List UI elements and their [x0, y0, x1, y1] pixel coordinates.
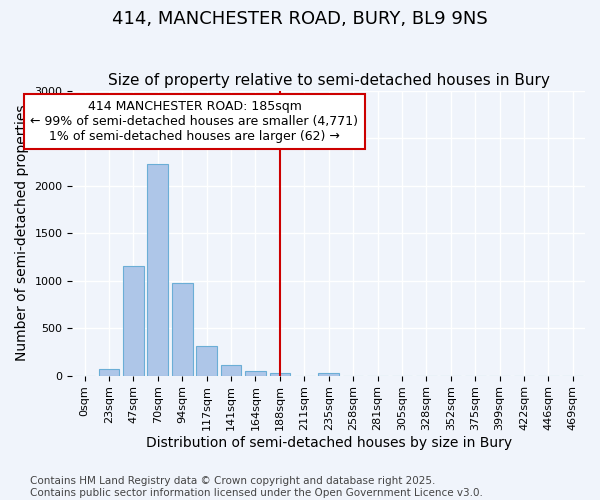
Bar [98, 369, 119, 376]
Text: 414 MANCHESTER ROAD: 185sqm
← 99% of semi-detached houses are smaller (4,771)
1%: 414 MANCHESTER ROAD: 185sqm ← 99% of sem… [31, 100, 358, 143]
Bar [123, 266, 144, 376]
Bar [196, 346, 217, 376]
X-axis label: Distribution of semi-detached houses by size in Bury: Distribution of semi-detached houses by … [146, 436, 512, 450]
Title: Size of property relative to semi-detached houses in Bury: Size of property relative to semi-detach… [108, 73, 550, 88]
Bar [148, 164, 168, 376]
Text: 414, MANCHESTER ROAD, BURY, BL9 9NS: 414, MANCHESTER ROAD, BURY, BL9 9NS [112, 10, 488, 28]
Bar [172, 283, 193, 376]
Bar [269, 372, 290, 376]
Bar [221, 365, 241, 376]
Bar [319, 372, 339, 376]
Text: Contains HM Land Registry data © Crown copyright and database right 2025.
Contai: Contains HM Land Registry data © Crown c… [30, 476, 483, 498]
Y-axis label: Number of semi-detached properties: Number of semi-detached properties [15, 105, 29, 362]
Bar [245, 371, 266, 376]
